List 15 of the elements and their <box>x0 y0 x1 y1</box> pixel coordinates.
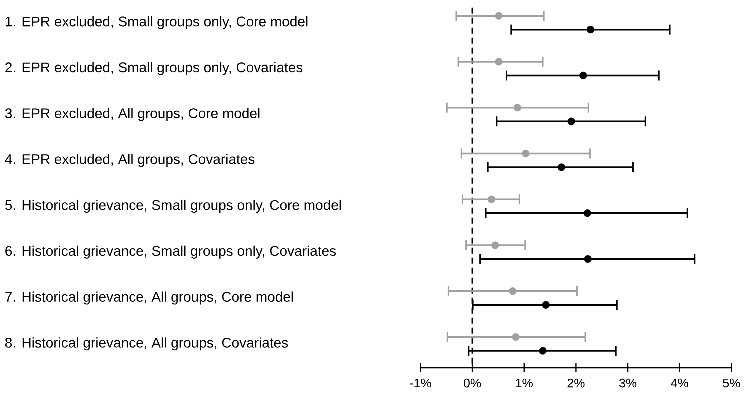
y-tick-label: 4. EPR excluded, All groups, Covariates <box>5 154 255 168</box>
y-tick-label: 8. Historical grievance, All groups, Covariates <box>6 338 288 351</box>
x-tick-label: 0% <box>464 378 482 388</box>
y-tick-label: 3. EPR excluded, All groups, Core model <box>5 108 260 122</box>
y-tick-label: 1. EPR excluded, Small groups only, Core model <box>6 16 308 30</box>
y-tick-label: 2. EPR excluded, Small groups only, Covariates <box>6 62 303 76</box>
x-tick-label: 2% <box>568 378 585 388</box>
x-tick-label: 1% <box>516 378 533 388</box>
x-tick-label: 3% <box>619 378 637 388</box>
y-tick-label: 6. Historical grievance, Small groups only, Covariates <box>6 246 336 259</box>
x-tick-label: 4% <box>671 378 688 388</box>
y-tick-label: 5. Historical grievance, Small groups only, Core model <box>5 200 342 214</box>
y-tick-label: 7. Historical grievance, All groups, Core model <box>6 292 294 305</box>
x-tick-label: 5% <box>723 378 740 388</box>
x-tick-label: -1% <box>410 378 432 388</box>
